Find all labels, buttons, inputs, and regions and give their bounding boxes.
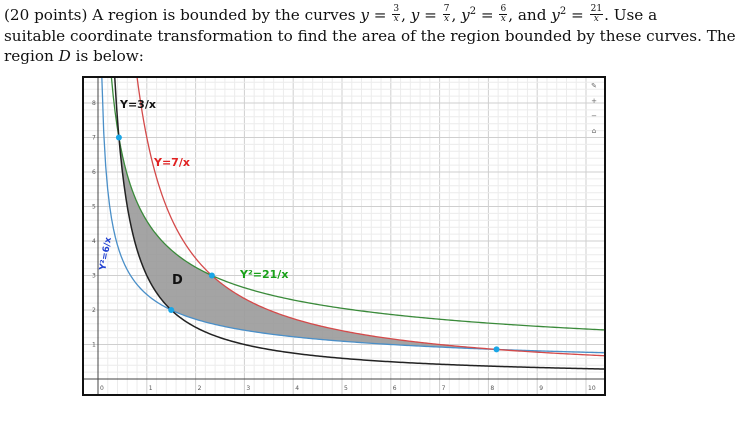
curve-y2-6-over-x: [101, 78, 604, 354]
is-below-text: is below:: [75, 46, 144, 65]
x-tick-label: 5: [344, 385, 348, 392]
eq1-lhs: y: [360, 6, 369, 25]
eq1-num: 3: [392, 3, 401, 15]
label-y2-6-over-x: Y²=6/x: [98, 236, 114, 272]
label-region-d: D: [172, 273, 183, 288]
eq2-den: x: [444, 13, 450, 24]
conj: and: [517, 6, 547, 25]
y-tick-label: 4: [92, 238, 96, 245]
problem-statement: (20 points) A region is bounded by the c…: [4, 2, 736, 66]
curve-y-7-over-x: [136, 78, 604, 357]
curve-y2-21-over-x: [110, 78, 604, 331]
label-y2-21-over-x: Y²=21/x: [239, 268, 288, 281]
points: (20 points): [4, 6, 88, 25]
x-tick-label: 4: [295, 385, 299, 392]
y-tick-label: 2: [92, 307, 96, 314]
eq4-lhs: y: [551, 6, 560, 25]
problem-line-3: region D is below:: [4, 46, 730, 66]
intro-text: A region is bounded by the curves: [92, 6, 356, 25]
x-tick-label: 10: [588, 385, 596, 392]
x-tick-label: 9: [539, 385, 543, 392]
x-tick-label: 2: [198, 385, 202, 392]
x-tick-label: 7: [442, 385, 446, 392]
y-tick-label: 7: [92, 135, 96, 142]
intersection-point: [208, 272, 215, 279]
x-tick-label: 8: [490, 385, 494, 392]
label-y-7-over-x: Y=7/x: [153, 156, 190, 169]
eq2-lhs: y: [410, 6, 420, 25]
eq3-den: x: [500, 13, 506, 24]
region-var: D: [58, 46, 71, 65]
intersection-point: [115, 134, 122, 141]
y-tick-label: 6: [92, 169, 96, 176]
x-tick-label: 1: [149, 385, 153, 392]
grid: [84, 78, 604, 394]
eq4-num: 21: [589, 3, 604, 15]
label-y-3-over-x: Y=3/x: [119, 98, 156, 111]
shaded-region: [118, 137, 497, 350]
axes: 0 1 2 3 4 5 6 7 8 9 10 1 2 3 4 5 6 7 8: [84, 78, 604, 394]
toolbar-icon[interactable]: ✎: [591, 82, 597, 90]
toolbar-icon[interactable]: +: [591, 97, 597, 105]
eq4-frac: 21 x: [589, 3, 604, 24]
curve-y-3-over-x: [114, 78, 604, 370]
y-tick-label: 3: [92, 273, 96, 280]
region-word: region: [4, 46, 54, 65]
use-a-text: Use a: [613, 6, 658, 25]
problem-line-2: suitable coordinate transformation to fi…: [4, 26, 736, 45]
x-tick-label: 0: [100, 385, 104, 392]
eq2-num: 7: [442, 3, 451, 15]
y-tick-label: 8: [92, 100, 96, 107]
y-tick-label: 5: [92, 204, 96, 211]
intersection-point: [493, 346, 500, 353]
toolbar-icon[interactable]: ⌂: [592, 127, 596, 135]
eq3-num: 6: [499, 3, 508, 15]
eq1-den: x: [393, 13, 399, 24]
y-tick-label: 1: [92, 342, 96, 349]
eq3-lhs: y: [461, 6, 470, 25]
problem-line-1: (20 points) A region is bounded by the c…: [4, 3, 658, 25]
graph-frame: 0 1 2 3 4 5 6 7 8 9 10 1 2 3 4 5 6 7 8 Y=3/x Y=7/x Y²=6/x …: [82, 76, 606, 396]
intersection-point: [168, 307, 175, 313]
eq4-den: x: [593, 13, 599, 24]
x-tick-label: 3: [246, 385, 250, 392]
graph-toolbar: ✎ + − ⌂: [591, 82, 597, 135]
x-tick-label: 6: [393, 385, 397, 392]
toolbar-icon[interactable]: −: [591, 112, 597, 120]
intersection-points: [115, 134, 500, 353]
